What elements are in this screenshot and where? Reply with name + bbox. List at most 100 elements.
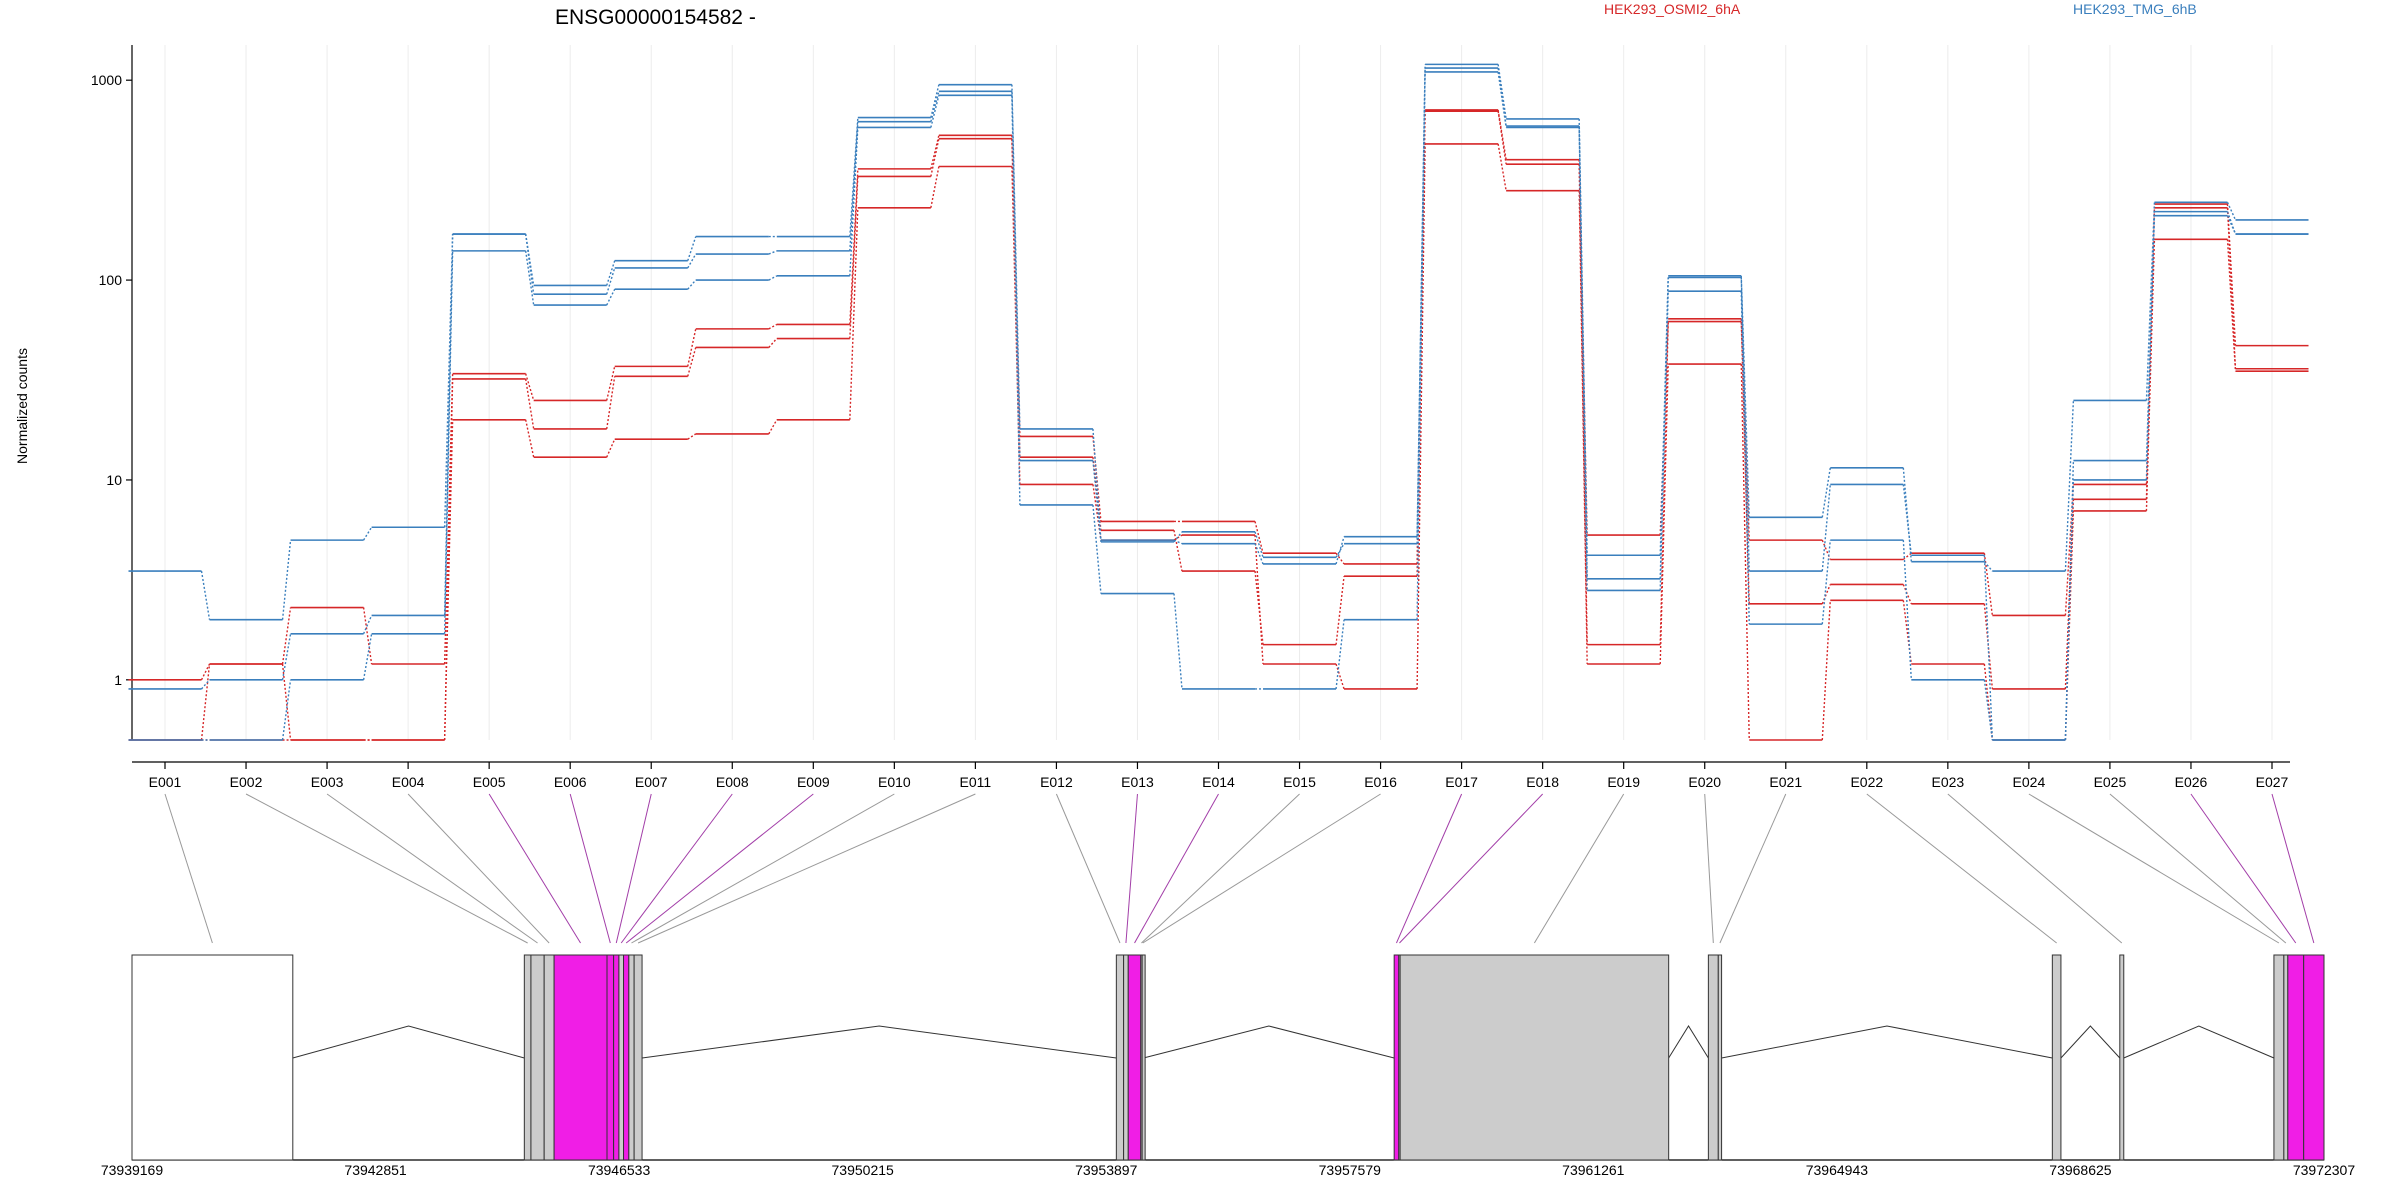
intron-7 — [2123, 1025, 2275, 1059]
series-transition-e002 — [281, 663, 292, 741]
exon-block-e012 — [1115, 954, 1125, 1161]
series-transition-e009 — [849, 127, 859, 276]
series-transition-e012 — [1092, 504, 1102, 594]
x-tick-label-e011: E011 — [960, 774, 992, 790]
series-transition-e003 — [363, 526, 373, 541]
series-transition-e018 — [1578, 125, 1588, 579]
exon-block-e008 — [618, 954, 625, 1161]
series-transition-e013 — [1173, 530, 1183, 572]
x-tick-label-e010: E010 — [878, 774, 911, 790]
x-tick-label-e027: E027 — [2256, 774, 2289, 790]
genomic-tick-label-2: 73946533 — [588, 1162, 651, 1178]
connector-e027 — [2271, 793, 2315, 944]
series-transition-e022 — [1902, 467, 1913, 562]
connector-e012 — [1055, 793, 1121, 944]
series-transition-e005 — [525, 373, 535, 401]
x-tick-label-e018: E018 — [1526, 774, 1559, 790]
connector-e004 — [407, 793, 550, 944]
x-tick-label-e022: E022 — [1850, 774, 1883, 790]
intron-3 — [1143, 1025, 1395, 1059]
y-tick-label-1000: 1000 — [91, 72, 122, 88]
series-transition-e020 — [1740, 275, 1750, 518]
connector-e011 — [637, 793, 976, 944]
series-transition-e007 — [687, 279, 697, 290]
connector-e016 — [1142, 793, 1381, 944]
x-tick-label-e021: E021 — [1769, 774, 1802, 790]
x-tick-label-e013: E013 — [1121, 774, 1154, 790]
series-transition-e003 — [362, 615, 373, 635]
connector-e026 — [2190, 793, 2297, 944]
genomic-tick-label-1: 73942851 — [344, 1162, 407, 1178]
series-transition-e010 — [930, 135, 940, 170]
series-hek293_tmg_6hb-3 — [128, 63, 2309, 621]
x-tick-label-e017: E017 — [1445, 774, 1478, 790]
connector-e024 — [2028, 793, 2280, 944]
series-transition-e011 — [1011, 138, 1021, 458]
exon-block-e003 — [530, 954, 545, 1161]
series-transition-e001 — [200, 663, 211, 681]
series-transition-e008 — [768, 338, 778, 348]
connector-e007 — [615, 793, 652, 944]
series-transition-e005 — [524, 250, 535, 306]
series-transition-e001 — [200, 570, 211, 620]
series-transition-e010 — [930, 95, 940, 128]
series-transition-e014 — [1254, 535, 1264, 665]
series-transition-e019 — [1659, 291, 1669, 591]
exon-block-e016 — [1141, 954, 1146, 1161]
connector-e002 — [245, 793, 528, 944]
genomic-tick-label-3: 73950215 — [832, 1162, 895, 1178]
series-transition-e024 — [2064, 400, 2075, 572]
series-transition-e007 — [687, 433, 697, 440]
connector-e023 — [1947, 793, 2123, 944]
exon-block-e006 — [606, 954, 615, 1161]
series-transition-e020 — [1740, 364, 1750, 741]
x-tick-label-e015: E015 — [1283, 774, 1316, 790]
series-transition-e002 — [281, 540, 292, 620]
series-transition-e011 — [1011, 95, 1021, 505]
exon-block-e024 — [2273, 954, 2285, 1161]
x-tick-label-e016: E016 — [1364, 774, 1397, 790]
x-tick-label-e023: E023 — [1931, 774, 1964, 790]
exon-block-e026 — [2287, 954, 2305, 1161]
legend-entry-osmi2: HEK293_OSMI2_6hA — [1604, 1, 1741, 17]
exon-block-e005 — [553, 954, 608, 1161]
exon-block-e020 — [1707, 954, 1719, 1161]
connector-e015 — [1141, 793, 1300, 944]
connector-e008 — [620, 793, 733, 944]
series-transition-e020 — [1740, 291, 1750, 625]
series-transition-e010 — [930, 91, 940, 122]
series-transition-e017 — [1497, 71, 1507, 128]
series-transition-e015 — [1335, 619, 1345, 690]
series-transition-e005 — [524, 378, 535, 430]
series-transition-e015 — [1335, 536, 1345, 565]
intron-5 — [1721, 1025, 2053, 1059]
series-transition-e023 — [1983, 663, 1994, 741]
x-tick-label-e006: E006 — [554, 774, 587, 790]
series-transition-e024 — [2064, 479, 2075, 741]
genomic-tick-label-7: 73964943 — [1806, 1162, 1869, 1178]
series-transition-e012 — [1092, 460, 1102, 542]
series-lines — [128, 63, 2309, 741]
x-tick-label-e012: E012 — [1040, 774, 1073, 790]
connector-e009 — [625, 793, 814, 944]
connector-e019 — [1533, 793, 1625, 944]
series-transition-e021 — [1821, 600, 1831, 741]
series-transition-e004 — [443, 419, 454, 741]
series-transition-e013 — [1173, 593, 1183, 690]
series-transition-e021 — [1821, 484, 1831, 572]
series-transition-e009 — [849, 207, 859, 420]
x-tick-label-e001: E001 — [149, 774, 182, 790]
series-transition-e025 — [2145, 239, 2156, 511]
series-transition-e008 — [768, 250, 778, 255]
x-tick-label-e020: E020 — [1688, 774, 1721, 790]
series-transition-e006 — [606, 366, 616, 401]
series-transition-e007 — [687, 347, 697, 377]
exon-block-e011 — [633, 954, 643, 1161]
series-transition-e018 — [1578, 127, 1588, 591]
series-transition-e008 — [768, 419, 778, 435]
series-transition-e006 — [606, 288, 616, 306]
x-tick-label-e007: E007 — [635, 774, 668, 790]
exon-connectors — [164, 793, 2315, 944]
